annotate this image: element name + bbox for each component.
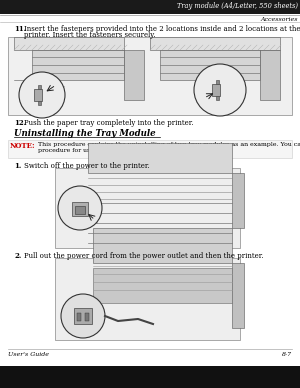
Text: Push the paper tray completely into the printer.: Push the paper tray completely into the … bbox=[24, 119, 194, 127]
Bar bbox=[32, 50, 124, 80]
Text: Insert the fasteners provided into the 2 locations inside and 2 locations at the: Insert the fasteners provided into the 2… bbox=[24, 25, 300, 33]
Text: 2.: 2. bbox=[14, 252, 21, 260]
Bar bbox=[93, 268, 232, 303]
Bar bbox=[216, 96, 219, 100]
Bar bbox=[160, 50, 260, 80]
Text: This procedure explains the uninstalling of two tray modules as an example. You : This procedure explains the uninstalling… bbox=[38, 142, 300, 147]
Bar bbox=[124, 50, 144, 100]
Text: 8-7: 8-7 bbox=[282, 352, 292, 357]
Text: Pull out the power cord from the power outlet and then the printer.: Pull out the power cord from the power o… bbox=[24, 252, 264, 260]
Bar bbox=[0, 366, 300, 388]
Bar bbox=[93, 228, 232, 263]
Bar bbox=[14, 37, 124, 50]
Text: 11.: 11. bbox=[14, 25, 26, 33]
Bar bbox=[85, 313, 89, 321]
Bar bbox=[34, 89, 42, 101]
Text: 12.: 12. bbox=[14, 119, 26, 127]
Bar bbox=[8, 37, 292, 115]
Bar bbox=[260, 50, 280, 100]
Bar bbox=[38, 101, 41, 105]
Circle shape bbox=[58, 186, 102, 230]
Bar bbox=[55, 258, 240, 340]
Circle shape bbox=[61, 294, 105, 338]
Text: Accessories: Accessories bbox=[260, 17, 298, 22]
Bar bbox=[72, 202, 88, 216]
Bar bbox=[212, 84, 220, 96]
Text: NOTE:: NOTE: bbox=[10, 142, 36, 150]
Bar bbox=[75, 206, 85, 214]
Bar bbox=[88, 143, 232, 173]
Text: Switch off the power to the printer.: Switch off the power to the printer. bbox=[24, 162, 150, 170]
Bar bbox=[8, 140, 292, 158]
Text: Uninstalling the Tray Module: Uninstalling the Tray Module bbox=[14, 129, 156, 138]
Circle shape bbox=[194, 64, 246, 116]
Bar bbox=[77, 313, 81, 321]
Bar bbox=[38, 85, 41, 89]
Text: User's Guide: User's Guide bbox=[8, 352, 49, 357]
Bar bbox=[232, 263, 244, 328]
Text: Tray module (A4/Letter, 550 sheets): Tray module (A4/Letter, 550 sheets) bbox=[177, 2, 298, 10]
Bar bbox=[232, 173, 244, 228]
Text: printer. Insert the fasteners securely.: printer. Insert the fasteners securely. bbox=[24, 31, 156, 39]
Bar bbox=[74, 308, 92, 324]
Bar bbox=[55, 168, 240, 248]
Circle shape bbox=[19, 72, 65, 118]
Text: 1.: 1. bbox=[14, 162, 21, 170]
Bar bbox=[150, 37, 280, 50]
Bar bbox=[0, 0, 300, 14]
Bar bbox=[216, 80, 219, 84]
Text: procedure for uninstalling one tray module.: procedure for uninstalling one tray modu… bbox=[38, 148, 175, 153]
